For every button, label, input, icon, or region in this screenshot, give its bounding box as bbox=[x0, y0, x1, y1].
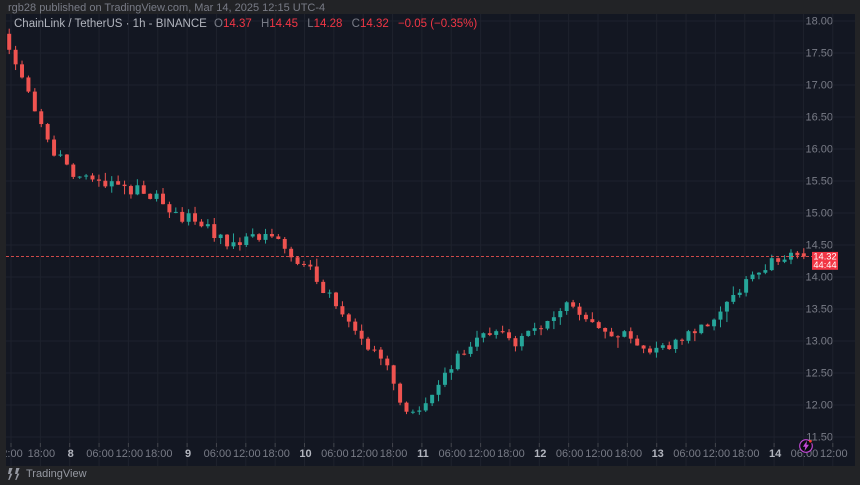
svg-text:06:00: 06:00 bbox=[321, 448, 349, 460]
svg-text:17.00: 17.00 bbox=[805, 80, 833, 92]
svg-text:16.50: 16.50 bbox=[805, 112, 833, 124]
svg-text:14: 14 bbox=[769, 448, 782, 460]
svg-text:12:00: 12:00 bbox=[116, 448, 144, 460]
svg-text:15.50: 15.50 bbox=[805, 176, 833, 188]
svg-text:13.00: 13.00 bbox=[805, 336, 833, 348]
svg-text:18:00: 18:00 bbox=[145, 448, 173, 460]
svg-text:06:00: 06:00 bbox=[204, 448, 232, 460]
svg-text:2:00: 2:00 bbox=[6, 448, 23, 460]
svg-text:12.50: 12.50 bbox=[805, 368, 833, 380]
svg-text:18:00: 18:00 bbox=[262, 448, 290, 460]
svg-text:16.00: 16.00 bbox=[805, 144, 833, 156]
svg-text:12:00: 12:00 bbox=[585, 448, 613, 460]
svg-text:8: 8 bbox=[68, 448, 74, 460]
svg-text:17.50: 17.50 bbox=[805, 48, 833, 60]
svg-text:10: 10 bbox=[299, 448, 311, 460]
svg-text:18:00: 18:00 bbox=[497, 448, 525, 460]
svg-text:18:00: 18:00 bbox=[380, 448, 408, 460]
svg-text:13.50: 13.50 bbox=[805, 304, 833, 316]
svg-text:06:00: 06:00 bbox=[86, 448, 114, 460]
svg-text:12:00: 12:00 bbox=[468, 448, 496, 460]
svg-text:13: 13 bbox=[652, 448, 664, 460]
svg-text:06:00: 06:00 bbox=[438, 448, 466, 460]
svg-text:12:00: 12:00 bbox=[233, 448, 261, 460]
svg-text:11: 11 bbox=[417, 448, 429, 460]
svg-text:18:00: 18:00 bbox=[615, 448, 643, 460]
svg-text:12:00: 12:00 bbox=[820, 448, 848, 460]
svg-text:44:44: 44:44 bbox=[813, 260, 836, 270]
svg-text:14.50: 14.50 bbox=[805, 240, 833, 252]
svg-text:14.00: 14.00 bbox=[805, 272, 833, 284]
svg-text:12:00: 12:00 bbox=[703, 448, 731, 460]
svg-text:12:00: 12:00 bbox=[350, 448, 378, 460]
svg-text:9: 9 bbox=[185, 448, 191, 460]
svg-text:12: 12 bbox=[534, 448, 546, 460]
svg-text:18:00: 18:00 bbox=[732, 448, 760, 460]
svg-text:15.00: 15.00 bbox=[805, 208, 833, 220]
svg-text:18:00: 18:00 bbox=[28, 448, 56, 460]
svg-text:06:00: 06:00 bbox=[556, 448, 584, 460]
svg-text:06:00: 06:00 bbox=[673, 448, 701, 460]
svg-text:12.00: 12.00 bbox=[805, 400, 833, 412]
